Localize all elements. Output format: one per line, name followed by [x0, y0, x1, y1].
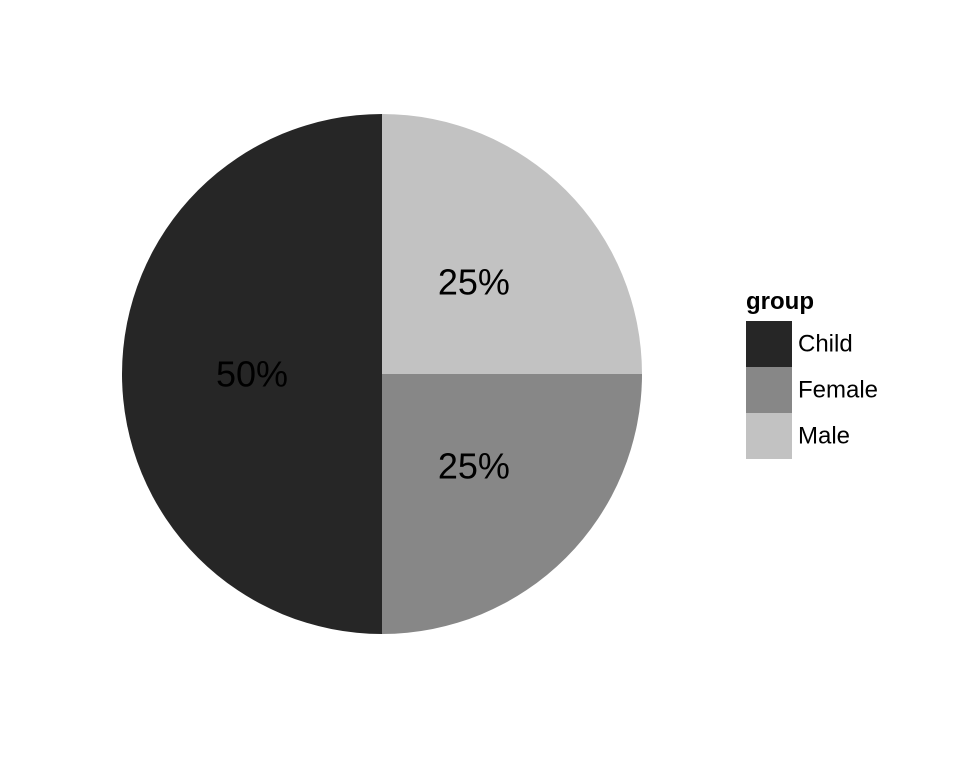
legend: group Child Female Male: [746, 288, 878, 459]
legend-label-male: Male: [798, 423, 850, 450]
slice-label-male: 25%: [438, 262, 510, 303]
legend-key-child: [746, 321, 792, 367]
legend-entries: Child Female Male: [746, 321, 878, 459]
pie-slice-female: [382, 374, 642, 634]
legend-label-female: Female: [798, 377, 878, 404]
legend-key-female: [746, 367, 792, 413]
pie-slice-child: [122, 114, 382, 634]
slice-label-female: 25%: [438, 445, 510, 486]
slice-label-child: 50%: [216, 354, 288, 395]
pie-slices: [122, 114, 642, 634]
legend-key-male: [746, 413, 792, 459]
legend-title: group: [746, 288, 814, 315]
legend-label-child: Child: [798, 331, 853, 358]
pie-slice-male: [382, 114, 642, 374]
pie-slice-labels: 50% 25% 25%: [216, 262, 510, 487]
